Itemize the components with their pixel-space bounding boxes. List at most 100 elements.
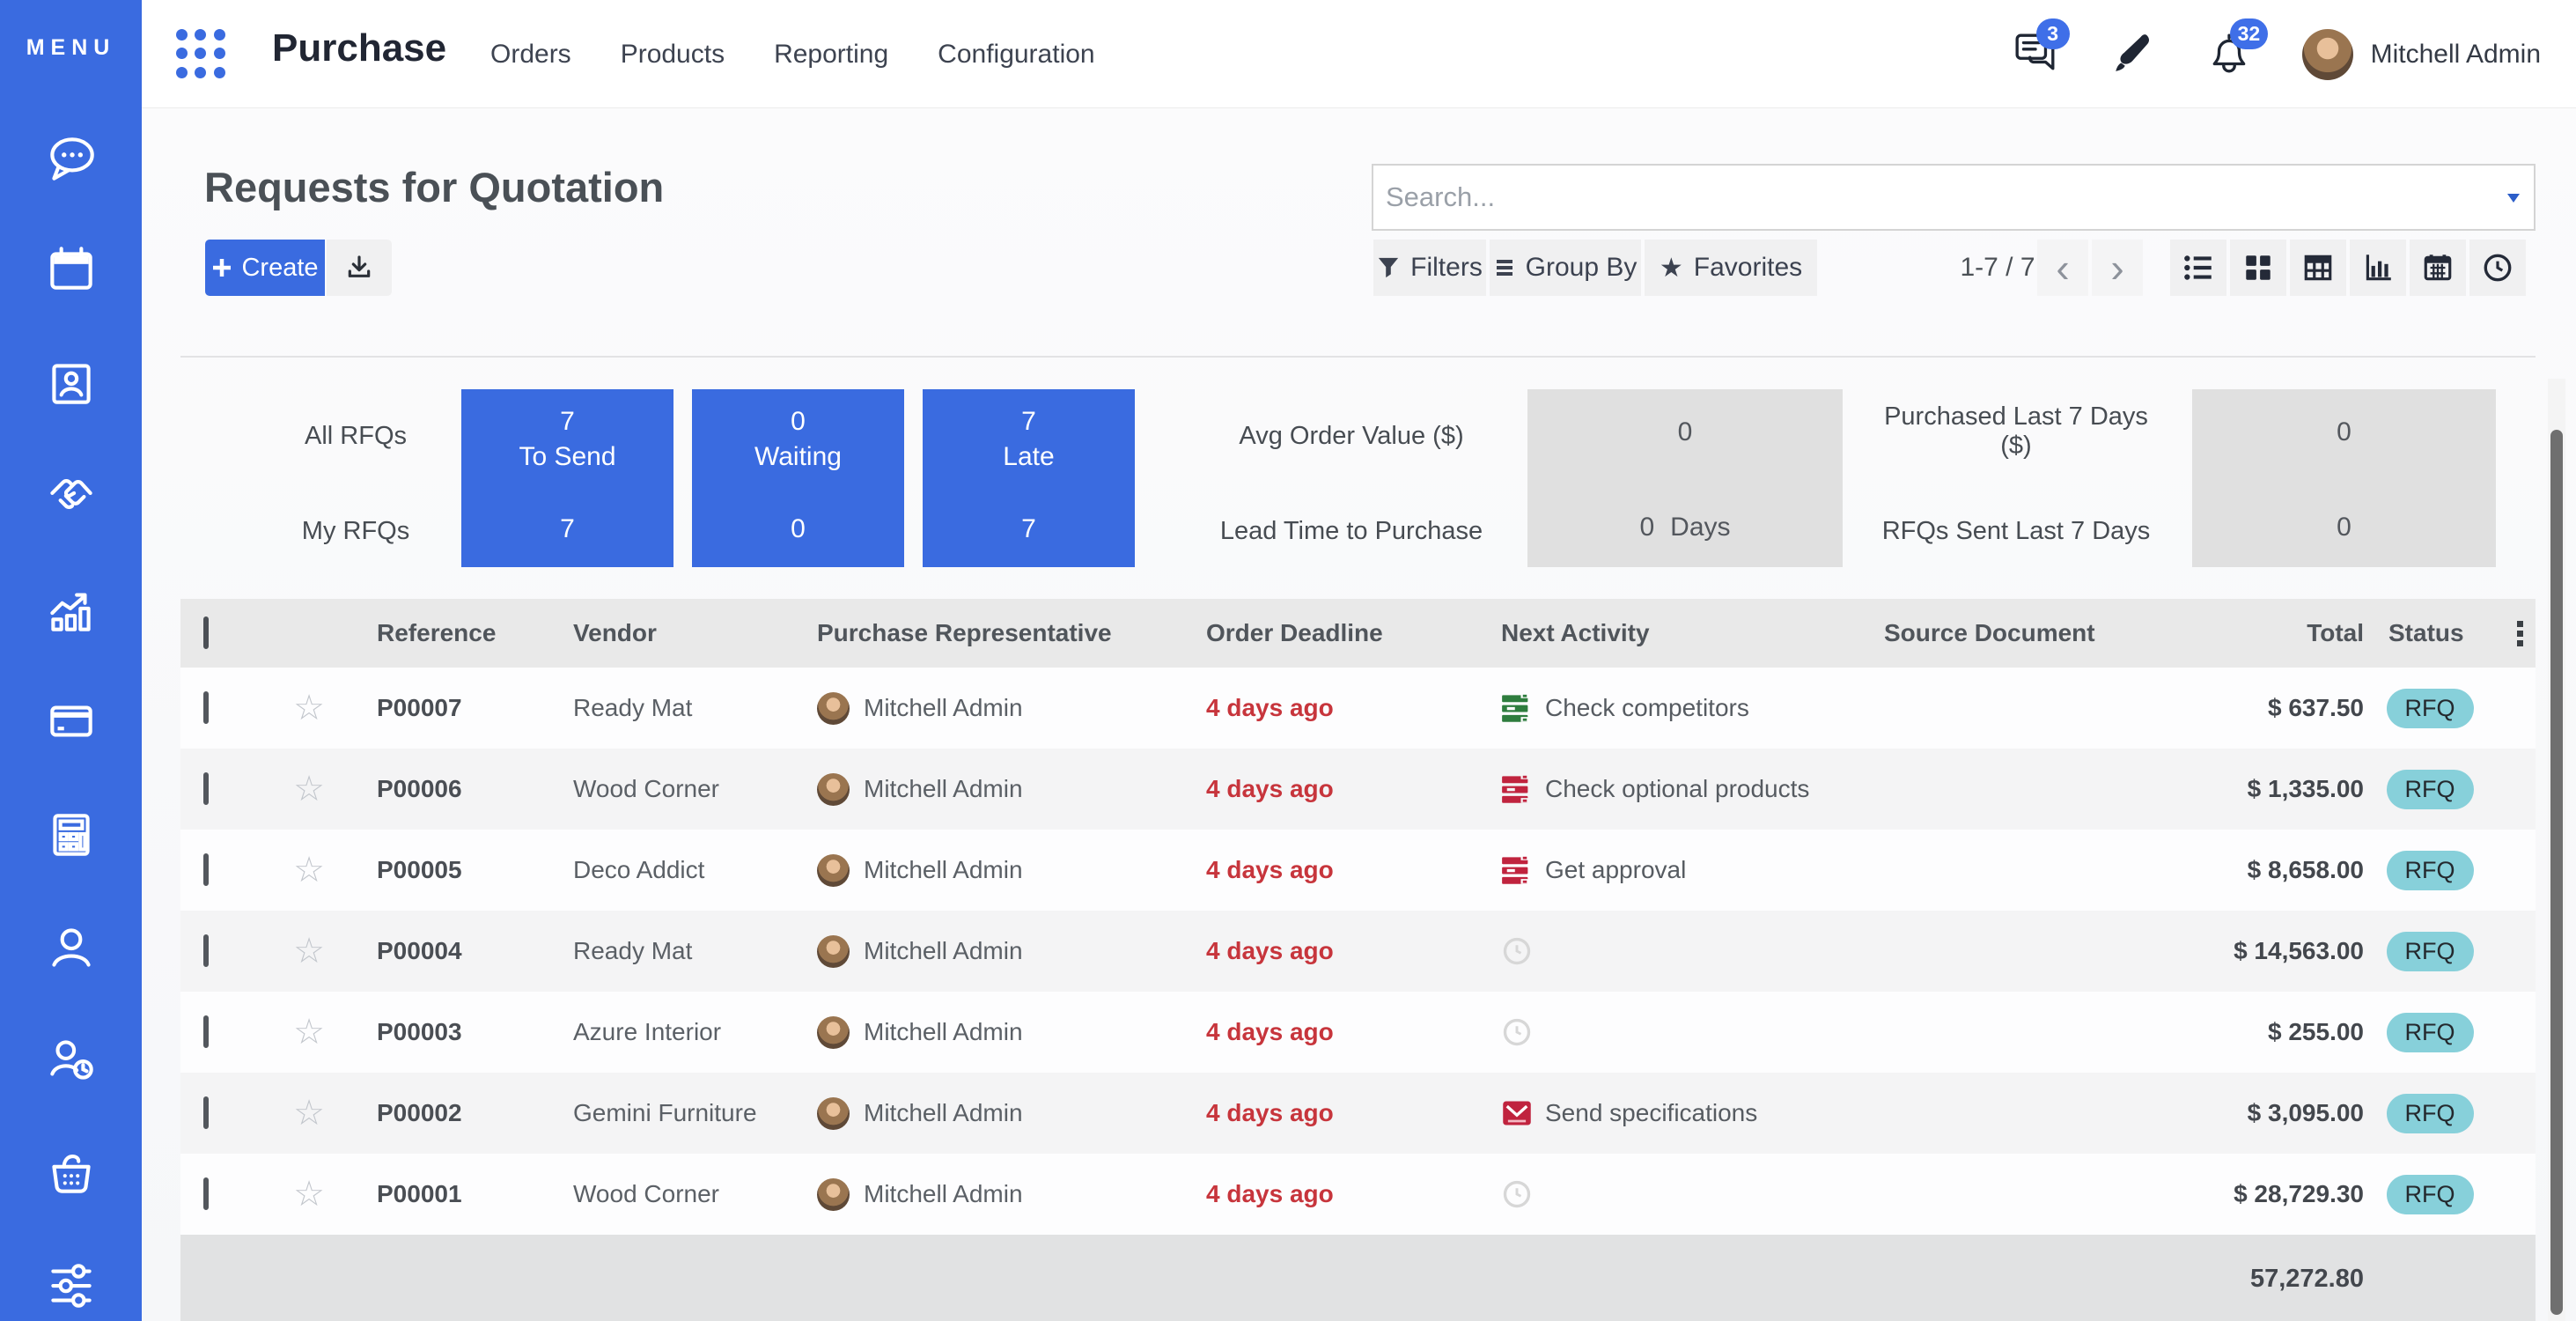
favorite-star-icon[interactable]: ☆ xyxy=(293,932,325,970)
menu-reporting[interactable]: Reporting xyxy=(774,39,889,69)
table-row[interactable]: ☆ P00003 Azure Interior Mitchell Admin 4… xyxy=(180,992,2536,1073)
row-checkbox[interactable] xyxy=(203,772,209,805)
sidebar-item-calendar[interactable] xyxy=(42,240,100,299)
create-button[interactable]: Create xyxy=(205,240,325,296)
cell-representative: Mitchell Admin xyxy=(864,937,1023,964)
cell-next-activity[interactable]: Check competitors xyxy=(1545,694,1749,721)
favorite-star-icon[interactable]: ☆ xyxy=(293,1094,325,1133)
credit-card-icon xyxy=(50,705,92,737)
kpi-to-send-all-value[interactable]: 7 xyxy=(560,407,575,436)
sidebar-item-invoicing[interactable] xyxy=(42,692,100,750)
favorite-star-icon[interactable]: ☆ xyxy=(293,1175,325,1214)
row-checkbox[interactable] xyxy=(203,1096,209,1129)
filters-button[interactable]: Filters xyxy=(1373,240,1486,296)
menu-products[interactable]: Products xyxy=(620,39,725,69)
sidebar-item-purchase[interactable] xyxy=(42,1143,100,1201)
row-checkbox[interactable] xyxy=(203,934,209,967)
row-checkbox[interactable] xyxy=(203,1015,209,1048)
table-row[interactable]: ☆ P00001 Wood Corner Mitchell Admin 4 da… xyxy=(180,1154,2536,1235)
messages-button[interactable]: 3 xyxy=(2008,18,2070,82)
view-switch-kanban-button[interactable] xyxy=(2230,240,2286,296)
vertical-scrollbar[interactable] xyxy=(2548,379,2565,1321)
user-menu[interactable]: Mitchell Admin xyxy=(2370,39,2541,69)
header-next-activity[interactable]: Next Activity xyxy=(1501,619,1650,646)
tasks-icon[interactable] xyxy=(1501,692,1533,724)
table-row[interactable]: ☆ P00006 Wood Corner Mitchell Admin 4 da… xyxy=(180,749,2536,830)
optional-columns-button[interactable] xyxy=(2512,616,2528,652)
table-row[interactable]: ☆ P00002 Gemini Furniture Mitchell Admin… xyxy=(180,1073,2536,1154)
group-by-button[interactable]: Group By xyxy=(1490,240,1641,296)
table-row[interactable]: ☆ P00004 Ready Mat Mitchell Admin 4 days… xyxy=(180,911,2536,992)
header-status[interactable]: Status xyxy=(2388,619,2464,646)
search-input[interactable] xyxy=(1386,171,2486,224)
sidebar-item-contacts[interactable] xyxy=(42,354,100,412)
pager-previous-button[interactable]: ‹ xyxy=(2037,240,2088,296)
kpi-card-late[interactable]: 7 Late 7 xyxy=(923,389,1135,567)
scrollbar-thumb[interactable] xyxy=(2550,430,2563,1315)
notifications-button[interactable]: 32 xyxy=(2202,18,2269,82)
menu-toggle[interactable]: MENU xyxy=(26,35,116,60)
row-checkbox[interactable] xyxy=(203,691,209,724)
header-total[interactable]: Total xyxy=(2307,619,2364,646)
cell-next-activity[interactable]: Send specifications xyxy=(1545,1099,1758,1126)
menu-configuration[interactable]: Configuration xyxy=(938,39,1095,69)
theme-brush-button[interactable] xyxy=(2105,27,2160,82)
kpi-waiting-all-value[interactable]: 0 xyxy=(791,407,806,436)
view-switch-activity-button[interactable] xyxy=(2469,240,2526,296)
tasks-icon[interactable] xyxy=(1501,854,1533,886)
view-switch-pivot-button[interactable] xyxy=(2290,240,2346,296)
cell-order-deadline: 4 days ago xyxy=(1206,1018,1334,1045)
kpi-late-all-value[interactable]: 7 xyxy=(1021,407,1036,436)
tasks-icon[interactable] xyxy=(1501,773,1533,805)
view-switch-graph-button[interactable] xyxy=(2350,240,2406,296)
sidebar-item-accounting[interactable] xyxy=(42,806,100,864)
sidebar-item-discuss[interactable] xyxy=(42,130,100,188)
sidebar-item-sales[interactable] xyxy=(42,580,100,638)
pager-next-button[interactable]: › xyxy=(2092,240,2143,296)
export-button[interactable] xyxy=(327,240,392,296)
envelope-icon[interactable] xyxy=(1501,1097,1533,1129)
apps-grid-button[interactable] xyxy=(173,26,228,81)
status-badge: RFQ xyxy=(2386,688,2474,728)
view-switch-calendar-button[interactable] xyxy=(2410,240,2466,296)
user-avatar[interactable] xyxy=(2301,28,2353,80)
row-checkbox[interactable] xyxy=(203,1177,209,1210)
favorite-star-icon[interactable]: ☆ xyxy=(293,1013,325,1052)
cell-next-activity[interactable]: Check optional products xyxy=(1545,775,1810,802)
clock-icon[interactable] xyxy=(1501,1016,1533,1048)
table-row[interactable]: ☆ P00005 Deco Addict Mitchell Admin 4 da… xyxy=(180,830,2536,911)
cell-next-activity[interactable]: Get approval xyxy=(1545,856,1687,883)
kpi-card-to-send[interactable]: 7 To Send 7 xyxy=(461,389,673,567)
sidebar-item-employees[interactable] xyxy=(42,919,100,978)
select-all-checkbox[interactable] xyxy=(203,616,209,649)
cell-order-deadline: 4 days ago xyxy=(1206,775,1334,802)
cell-reference: P00007 xyxy=(377,694,462,721)
favorite-star-icon[interactable]: ☆ xyxy=(293,770,325,808)
clock-icon[interactable] xyxy=(1501,1178,1533,1210)
favorites-button[interactable]: ★ Favorites xyxy=(1645,240,1817,296)
row-checkbox[interactable] xyxy=(203,853,209,886)
kpi-waiting-mine-value[interactable]: 0 xyxy=(791,514,806,543)
favorite-star-icon[interactable]: ☆ xyxy=(293,689,325,727)
header-source-document[interactable]: Source Document xyxy=(1884,619,2095,646)
sidebar-item-attendance[interactable] xyxy=(42,1031,100,1089)
clock-icon[interactable] xyxy=(1501,935,1533,967)
sidebar-item-crm[interactable] xyxy=(42,466,100,524)
header-order-deadline[interactable]: Order Deadline xyxy=(1206,619,1383,646)
kpi-to-send-mine-value[interactable]: 7 xyxy=(560,514,575,543)
header-reference[interactable]: Reference xyxy=(377,619,497,646)
search-dropdown-caret-icon[interactable] xyxy=(2507,194,2520,203)
kpi-late-label: Late xyxy=(1003,442,1055,471)
header-vendor[interactable]: Vendor xyxy=(573,619,657,646)
table-row[interactable]: ☆ P00007 Ready Mat Mitchell Admin 4 days… xyxy=(180,668,2536,749)
kpi-late-mine-value[interactable]: 7 xyxy=(1021,514,1036,543)
header-representative[interactable]: Purchase Representative xyxy=(817,619,1112,646)
cell-total: $ 255.00 xyxy=(2268,1018,2364,1045)
cell-order-deadline: 4 days ago xyxy=(1206,1099,1334,1126)
favorite-star-icon[interactable]: ☆ xyxy=(293,851,325,889)
menu-orders[interactable]: Orders xyxy=(490,39,571,69)
app-sidebar: MENU xyxy=(0,0,142,1321)
sidebar-item-settings[interactable] xyxy=(42,1257,100,1315)
view-switch-list-button[interactable] xyxy=(2170,240,2226,296)
kpi-card-waiting[interactable]: 0 Waiting 0 xyxy=(692,389,904,567)
